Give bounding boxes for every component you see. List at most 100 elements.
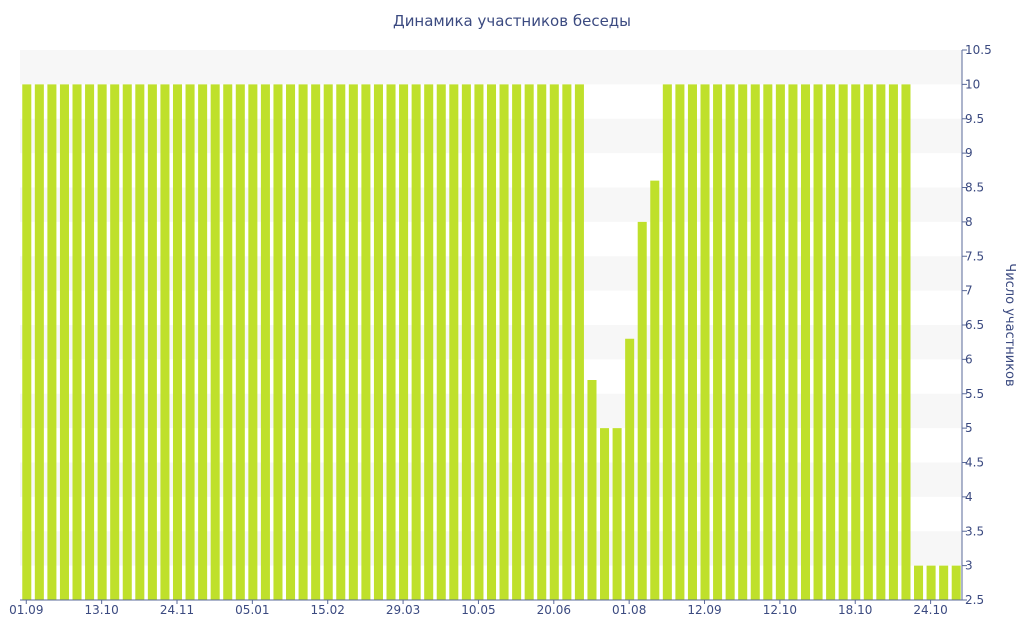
bar — [198, 84, 208, 601]
y-tick-label: 10.5 — [965, 43, 992, 57]
y-tick-label: 5.5 — [965, 387, 984, 401]
bar — [800, 84, 811, 601]
x-tick-label: 29.03 — [386, 603, 420, 617]
bar — [147, 84, 157, 601]
bar — [775, 84, 785, 601]
bar — [826, 84, 836, 601]
bar — [562, 84, 572, 601]
bar — [939, 565, 949, 601]
x-tick-label: 01.08 — [612, 603, 646, 617]
y-tick-label: 3 — [965, 559, 973, 573]
y-axis-label: Число участников — [1002, 263, 1017, 386]
y-tick-label: 7 — [965, 284, 973, 298]
bar — [311, 84, 321, 601]
bar — [738, 84, 748, 601]
bar — [725, 84, 735, 601]
x-axis: 01.09 13.10 24.11 05.01 15.02 29.03 10.05 20.06… — [9, 599, 962, 617]
bar — [512, 84, 522, 601]
bar — [713, 84, 723, 601]
bar — [901, 84, 911, 601]
bar — [399, 84, 409, 601]
bar — [286, 84, 296, 601]
y-tick-label: 8 — [965, 215, 973, 229]
bar — [650, 180, 660, 601]
bar — [72, 84, 82, 601]
x-tick-label: 01.09 — [9, 603, 43, 617]
bar — [298, 84, 308, 601]
bar — [625, 338, 635, 600]
bar — [486, 84, 497, 601]
bar — [172, 84, 183, 601]
bar — [700, 84, 710, 601]
bar — [813, 84, 823, 601]
y-tick-label: 2.5 — [965, 593, 984, 607]
bar — [449, 84, 459, 601]
bar — [386, 84, 396, 601]
x-tick-label: 05.01 — [235, 603, 269, 617]
bar — [675, 84, 685, 601]
x-tick-label: 12.09 — [687, 603, 721, 617]
bar — [888, 84, 898, 601]
bar — [549, 84, 559, 601]
bar — [373, 84, 383, 601]
bar — [499, 84, 509, 601]
bar — [914, 565, 924, 601]
bar — [323, 84, 333, 601]
y-tick-label: 3.5 — [965, 524, 984, 538]
y-tick-label: 9 — [965, 146, 973, 160]
bar — [97, 84, 107, 601]
bar — [122, 84, 132, 601]
x-tick-label: 18.10 — [838, 603, 872, 617]
bar — [788, 84, 798, 601]
bar — [600, 428, 610, 601]
bar — [411, 84, 421, 601]
x-tick-label: 20.06 — [537, 603, 571, 617]
bar — [361, 84, 371, 601]
y-tick-label: 8.5 — [965, 181, 984, 195]
bar — [59, 84, 69, 601]
y-axis: 2.5 3 3.5 4 4.5 5 5.5 6 6.5 7 7.5 8 8.5 9 9.5 10 10.5 — [961, 43, 992, 607]
bar — [461, 84, 471, 601]
bar — [110, 84, 120, 601]
y-tick-label: 4 — [965, 490, 973, 504]
bar — [235, 84, 245, 601]
chart-title: Динамика участников беседы — [392, 12, 632, 30]
bar — [951, 565, 961, 601]
bar — [185, 84, 195, 601]
x-tick-label: 24.11 — [160, 603, 194, 617]
bar — [210, 84, 220, 601]
bar — [587, 380, 597, 600]
y-tick-label: 5 — [965, 421, 973, 435]
x-tick-label: 13.10 — [84, 603, 118, 617]
bar — [612, 428, 622, 601]
bar — [876, 84, 886, 601]
bar — [524, 84, 534, 601]
bar — [687, 84, 697, 601]
bar — [662, 84, 672, 601]
bar — [863, 84, 873, 601]
bar — [474, 84, 484, 601]
grid-band — [20, 50, 962, 85]
bar — [424, 84, 434, 601]
y-tick-label: 6.5 — [965, 318, 984, 332]
bar — [260, 84, 270, 601]
bar — [851, 84, 861, 601]
bar — [160, 84, 170, 601]
bar — [926, 565, 936, 601]
bar — [47, 84, 57, 601]
bar — [135, 84, 145, 601]
bar — [22, 84, 32, 601]
bar — [574, 84, 584, 601]
bar — [223, 84, 233, 601]
bar — [34, 84, 44, 601]
y-tick-label: 9.5 — [965, 112, 984, 126]
y-tick-label: 6 — [965, 352, 973, 366]
x-tick-label: 12.10 — [763, 603, 797, 617]
y-tick-label: 4.5 — [965, 456, 984, 470]
x-tick-label: 10.05 — [461, 603, 495, 617]
bars — [22, 84, 961, 601]
bar — [436, 84, 446, 601]
bar — [637, 221, 647, 601]
